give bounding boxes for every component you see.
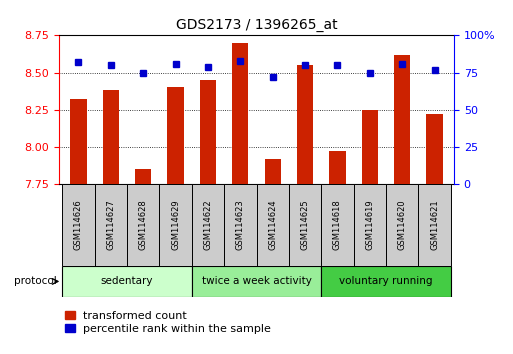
Bar: [289, 184, 321, 266]
Bar: [265, 159, 281, 184]
Text: GSM114619: GSM114619: [365, 199, 374, 250]
Text: GSM114623: GSM114623: [236, 199, 245, 250]
Legend: transformed count, percentile rank within the sample: transformed count, percentile rank withi…: [65, 311, 271, 333]
Bar: [192, 266, 321, 297]
Text: GSM114618: GSM114618: [333, 199, 342, 250]
Text: twice a week activity: twice a week activity: [202, 276, 311, 286]
Text: GSM114627: GSM114627: [106, 199, 115, 250]
Text: sedentary: sedentary: [101, 276, 153, 286]
Bar: [321, 266, 451, 297]
Title: GDS2173 / 1396265_at: GDS2173 / 1396265_at: [175, 18, 338, 32]
Text: GSM114624: GSM114624: [268, 199, 277, 250]
Bar: [232, 43, 248, 184]
Text: voluntary running: voluntary running: [339, 276, 433, 286]
Bar: [256, 184, 289, 266]
Bar: [62, 266, 192, 297]
Bar: [70, 99, 87, 184]
Bar: [94, 184, 127, 266]
Bar: [103, 90, 119, 184]
Text: GSM114622: GSM114622: [204, 199, 212, 250]
Bar: [426, 114, 443, 184]
Bar: [224, 184, 256, 266]
Text: GSM114621: GSM114621: [430, 199, 439, 250]
Bar: [297, 65, 313, 184]
Bar: [353, 184, 386, 266]
Bar: [362, 110, 378, 184]
Bar: [135, 169, 151, 184]
Bar: [62, 184, 94, 266]
Text: GSM114625: GSM114625: [301, 199, 309, 250]
Text: GSM114629: GSM114629: [171, 199, 180, 250]
Bar: [386, 184, 419, 266]
Bar: [160, 184, 192, 266]
Bar: [394, 55, 410, 184]
Text: GSM114628: GSM114628: [139, 199, 148, 250]
Bar: [329, 152, 346, 184]
Bar: [192, 184, 224, 266]
Text: protocol: protocol: [14, 276, 56, 286]
Bar: [200, 80, 216, 184]
Text: GSM114620: GSM114620: [398, 199, 407, 250]
Bar: [167, 87, 184, 184]
Text: GSM114626: GSM114626: [74, 199, 83, 250]
Bar: [321, 184, 353, 266]
Bar: [419, 184, 451, 266]
Bar: [127, 184, 160, 266]
